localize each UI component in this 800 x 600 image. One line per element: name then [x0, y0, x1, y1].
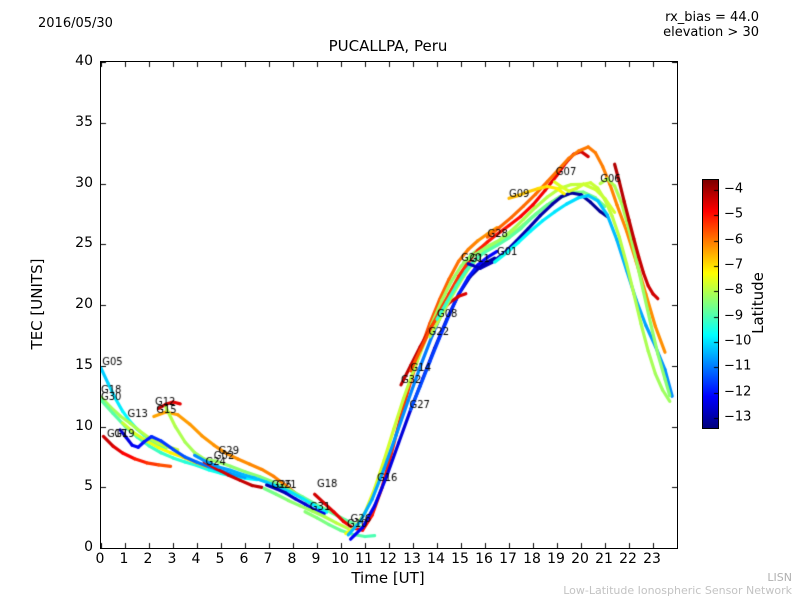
elevation-label: elevation > 30: [663, 25, 759, 40]
x-tick-label: 2: [143, 551, 153, 567]
colorbar-label: Latitude: [749, 272, 767, 334]
x-tick-label: 21: [595, 551, 613, 567]
x-tick-label: 3: [167, 551, 177, 567]
colorbar-tick-label: −11: [724, 358, 752, 374]
y-tick-label: 5: [84, 478, 93, 495]
y-tick-label: 10: [75, 417, 93, 434]
y-tick-label: 40: [75, 53, 93, 69]
colorbar-tick-label: −9: [724, 308, 744, 324]
x-tick-label: 14: [427, 551, 445, 567]
colorbar-tick-label: −5: [724, 206, 744, 222]
chart-title: PUCALLPA, Peru: [328, 37, 448, 55]
y-tick-label: 15: [75, 356, 93, 373]
colorbar-tick-label: −12: [724, 384, 752, 400]
colorbar-tick-label: −8: [724, 282, 744, 298]
lisn-tagline: Low-Latitude Ionospheric Sensor Network: [563, 584, 792, 597]
colorbar-tick-label: −4: [724, 181, 744, 197]
x-tick-label: 4: [191, 551, 201, 567]
x-tick-label: 16: [475, 551, 493, 567]
colorbar-gradient-canvas: [703, 180, 718, 428]
rx-bias-label: rx_bias = 44.0: [665, 10, 759, 25]
x-tick-label: 20: [571, 551, 589, 567]
y-tick-label: 0: [84, 539, 93, 555]
x-tick-label: 6: [239, 551, 249, 567]
x-tick-label: 12: [379, 551, 397, 567]
x-tick-label: 5: [215, 551, 225, 567]
colorbar: [702, 179, 719, 429]
x-tick-label: 7: [263, 551, 273, 567]
x-tick-label: 19: [547, 551, 565, 567]
x-tick-label: 11: [355, 551, 373, 567]
colorbar-tick-label: −6: [724, 232, 744, 248]
x-tick-label: 9: [311, 551, 321, 567]
colorbar-tick-label: −7: [724, 257, 744, 273]
x-axis-label: Time [UT]: [351, 569, 425, 587]
x-tick-label: 22: [619, 551, 637, 567]
colorbar-tick-label: −13: [724, 409, 752, 425]
y-tick-label: 30: [75, 174, 93, 191]
date-label: 2016/05/30: [38, 16, 113, 31]
y-tick-label: 20: [75, 296, 93, 312]
colorbar-tick-label: −10: [724, 333, 752, 349]
y-tick-label: 25: [75, 235, 93, 252]
x-tick-label: 13: [403, 551, 421, 567]
plot-area: [100, 61, 678, 549]
x-tick-label: 17: [499, 551, 517, 567]
tec-curves-canvas: [101, 62, 677, 548]
lisn-brand: LISN: [767, 571, 792, 584]
y-tick-label: 35: [75, 113, 93, 130]
x-tick-label: 23: [643, 551, 661, 567]
x-tick-label: 15: [451, 551, 469, 567]
x-tick-label: 10: [331, 551, 349, 567]
x-tick-label: 1: [119, 551, 129, 567]
x-tick-label: 0: [95, 551, 105, 567]
x-tick-label: 18: [523, 551, 541, 567]
x-tick-label: 8: [287, 551, 297, 567]
